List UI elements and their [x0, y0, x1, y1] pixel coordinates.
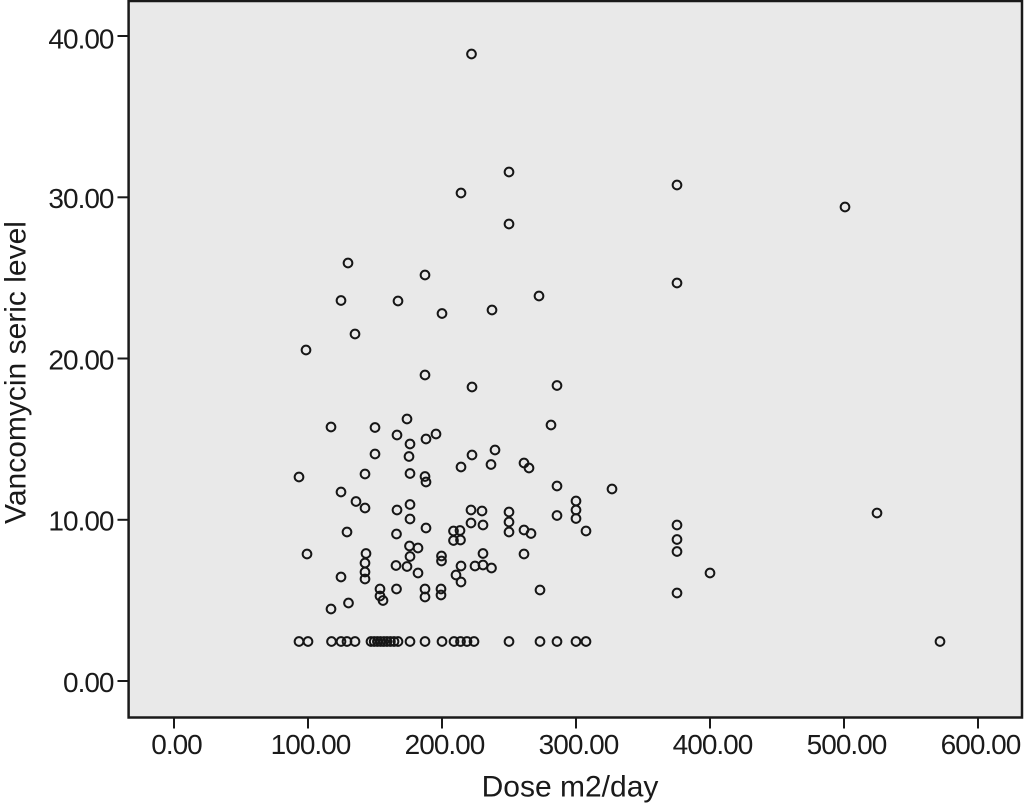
svg-text:40.00: 40.00	[48, 24, 113, 55]
svg-text:30.00: 30.00	[48, 183, 113, 214]
svg-text:20.00: 20.00	[48, 344, 113, 375]
svg-text:300.00: 300.00	[539, 729, 619, 760]
svg-text:600.00: 600.00	[941, 729, 1021, 760]
svg-text:200.00: 200.00	[405, 729, 485, 760]
svg-text:Vancomycin seric level: Vancomycin seric level	[0, 221, 32, 524]
svg-text:500.00: 500.00	[807, 729, 887, 760]
svg-text:100.00: 100.00	[271, 729, 351, 760]
svg-text:0.00: 0.00	[63, 667, 114, 698]
svg-text:0.00: 0.00	[151, 729, 202, 760]
svg-text:Dose m2/day: Dose m2/day	[482, 771, 659, 804]
svg-text:400.00: 400.00	[673, 729, 753, 760]
svg-text:10.00: 10.00	[48, 506, 113, 537]
